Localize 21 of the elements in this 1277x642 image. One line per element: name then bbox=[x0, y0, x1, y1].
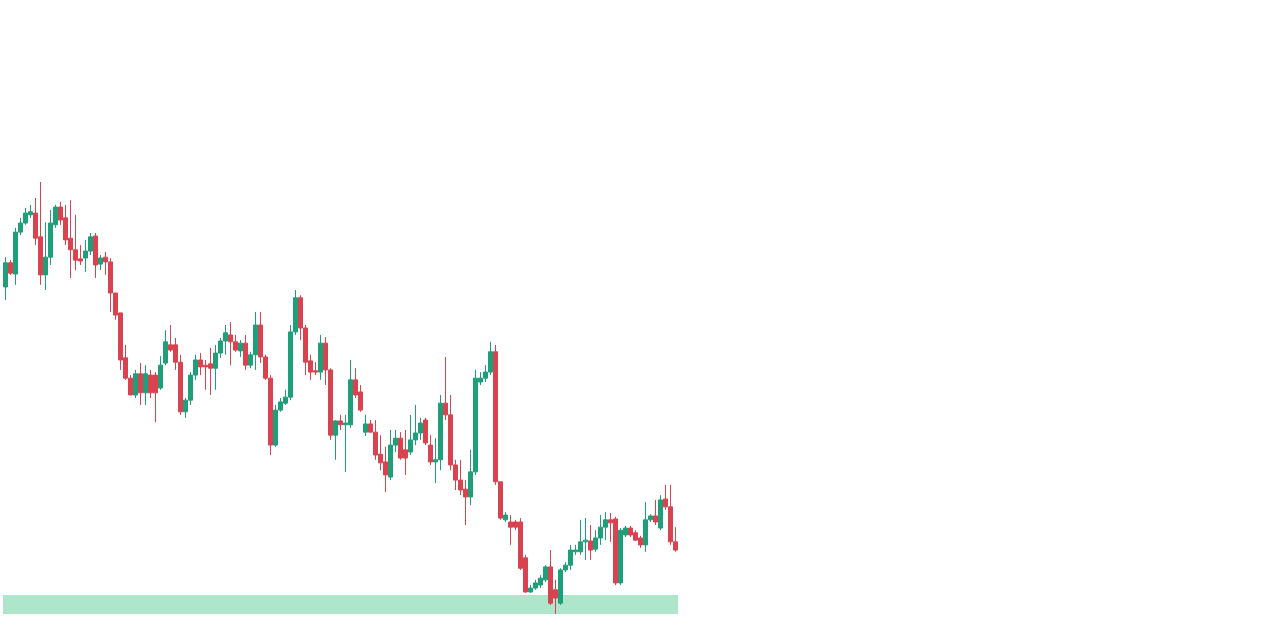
candlestick bbox=[363, 414, 368, 437]
candlestick bbox=[133, 369, 138, 399]
candlestick bbox=[653, 499, 658, 526]
candlestick bbox=[8, 259, 13, 276]
candlestick bbox=[428, 434, 433, 466]
candlestick bbox=[143, 364, 148, 406]
candlestick bbox=[3, 256, 8, 301]
candlestick bbox=[243, 334, 248, 371]
candlestick bbox=[138, 362, 143, 406]
candlestick bbox=[338, 414, 343, 431]
candlestick bbox=[423, 417, 428, 446]
candlestick bbox=[98, 254, 103, 271]
candlestick bbox=[93, 232, 98, 279]
candlestick bbox=[658, 494, 663, 531]
candlestick bbox=[333, 419, 338, 461]
candlestick bbox=[158, 355, 163, 391]
candlestick bbox=[318, 334, 323, 381]
candlestick bbox=[163, 329, 168, 366]
candlestick bbox=[503, 511, 508, 523]
candlestick bbox=[238, 339, 243, 358]
candlestick bbox=[588, 524, 593, 561]
